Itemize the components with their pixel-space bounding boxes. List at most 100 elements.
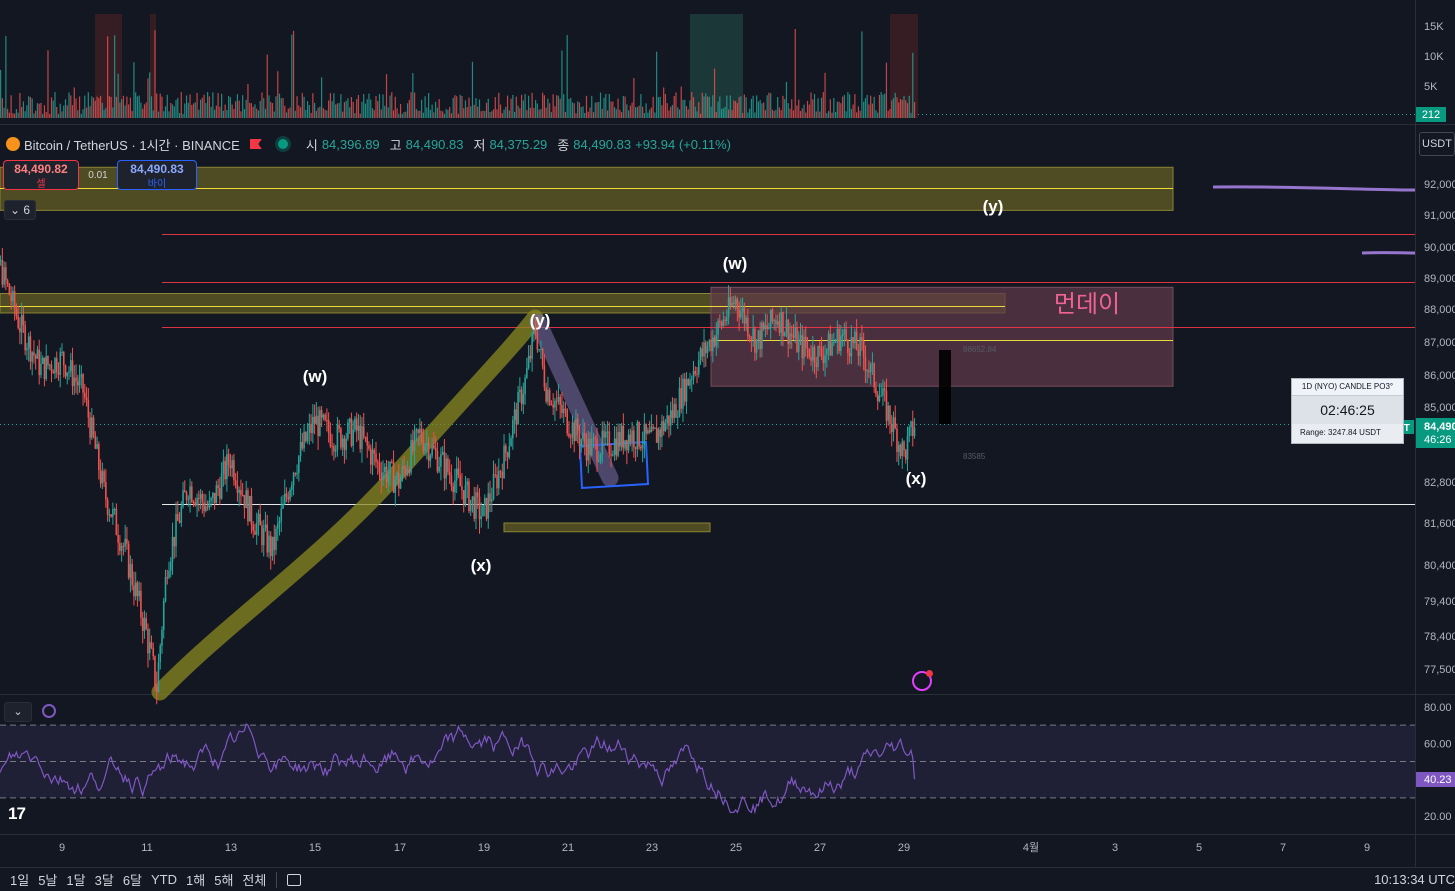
volume-bar bbox=[495, 97, 496, 118]
candle-body bbox=[430, 456, 432, 461]
volume-bar bbox=[240, 111, 241, 118]
volume-bar bbox=[232, 105, 233, 118]
range-low-label: 83585 bbox=[963, 452, 986, 461]
candle-body bbox=[296, 473, 298, 474]
volume-bar bbox=[126, 97, 127, 118]
volume-bar bbox=[460, 95, 461, 118]
volume-bar bbox=[279, 94, 280, 118]
market-status-icon[interactable] bbox=[278, 139, 288, 149]
volume-bar bbox=[235, 101, 236, 118]
candle-body bbox=[287, 497, 289, 500]
candle-body bbox=[372, 450, 374, 465]
volume-bar bbox=[798, 100, 799, 118]
candle-body bbox=[870, 364, 872, 372]
symbol-title[interactable]: Bitcoin / TetherUS · 1시간 · BINANCE bbox=[24, 135, 240, 154]
volume-bar bbox=[349, 107, 350, 118]
volume-bar bbox=[733, 100, 734, 118]
volume-bar bbox=[228, 96, 229, 118]
volume-bar bbox=[244, 109, 245, 118]
volume-bar bbox=[365, 104, 366, 118]
currency-button[interactable]: USDT bbox=[1419, 132, 1455, 156]
volume-bar bbox=[805, 113, 806, 118]
candle-body bbox=[314, 417, 316, 424]
volume-bar bbox=[623, 96, 624, 118]
time-tick-label: 25 bbox=[730, 842, 742, 854]
sell-button[interactable]: 84,490.82 셀 bbox=[3, 160, 79, 190]
volume-bar bbox=[828, 111, 829, 118]
candle-body bbox=[438, 467, 440, 472]
price-tick-label: 89,000 bbox=[1424, 273, 1455, 285]
candle-body bbox=[491, 499, 493, 501]
candle-body bbox=[865, 357, 867, 371]
timeframe-1m[interactable]: 1달 bbox=[66, 870, 85, 889]
timeframe-1d[interactable]: 1일 bbox=[10, 870, 29, 889]
candle-body bbox=[242, 495, 244, 496]
candle-body bbox=[272, 537, 274, 556]
close-label: 종 bbox=[557, 135, 569, 154]
price-tick-label: 90,000 bbox=[1424, 242, 1455, 254]
candle-body bbox=[503, 446, 505, 478]
volume-bar bbox=[705, 93, 706, 118]
timeframe-3m[interactable]: 3달 bbox=[95, 870, 114, 889]
tradingview-logo[interactable]: 17 bbox=[8, 804, 25, 824]
volume-bar bbox=[668, 110, 669, 118]
spread-value: 0.01 bbox=[83, 170, 113, 181]
candle-body bbox=[259, 514, 261, 526]
volume-bar bbox=[847, 92, 848, 118]
volume-bar bbox=[575, 113, 576, 118]
alert-icon[interactable] bbox=[912, 671, 932, 691]
clock-display[interactable]: 10:13:34 UTC bbox=[1374, 872, 1455, 887]
candle-body bbox=[533, 330, 535, 335]
volume-tick-label: 5K bbox=[1424, 81, 1438, 93]
candle-body bbox=[195, 502, 197, 505]
candle-body bbox=[766, 325, 768, 329]
timeframe-1y[interactable]: 1해 bbox=[186, 870, 205, 889]
volume-bar bbox=[98, 98, 99, 118]
volume-bar bbox=[40, 103, 41, 118]
volume-bar bbox=[284, 106, 285, 118]
timeframe-ytd[interactable]: YTD bbox=[151, 872, 177, 887]
candle-body bbox=[198, 498, 200, 499]
candle-body bbox=[621, 426, 623, 447]
candle-body bbox=[295, 473, 297, 474]
volume-bar bbox=[895, 93, 896, 118]
volume-bar bbox=[517, 106, 518, 118]
candle-body bbox=[875, 387, 877, 394]
candle-body bbox=[675, 404, 677, 418]
indicators-collapse-button[interactable]: ⌄ 6 bbox=[4, 200, 36, 220]
candle-body bbox=[610, 454, 612, 456]
volume-bar bbox=[846, 111, 847, 118]
volume-bar bbox=[870, 96, 871, 118]
candle-body bbox=[772, 310, 774, 321]
volume-bar bbox=[774, 111, 775, 118]
candle-body bbox=[798, 339, 800, 352]
candle-body bbox=[326, 420, 328, 421]
candle-body bbox=[403, 466, 405, 469]
volume-bar bbox=[400, 104, 401, 118]
rsi-settings-icon[interactable] bbox=[42, 704, 56, 718]
candle-body bbox=[677, 416, 679, 417]
candle-body bbox=[900, 445, 902, 456]
volume-bar bbox=[498, 93, 499, 118]
calendar-icon[interactable] bbox=[287, 874, 301, 886]
rsi-collapse-button[interactable]: ⌄ bbox=[4, 702, 32, 722]
candle-body bbox=[851, 337, 853, 356]
timeframe-6m[interactable]: 6달 bbox=[123, 870, 142, 889]
buy-button[interactable]: 84,490.83 바이 bbox=[117, 160, 197, 190]
flag-icon[interactable] bbox=[250, 139, 262, 149]
volume-bar bbox=[163, 111, 164, 118]
volume-bar bbox=[679, 109, 680, 118]
candle-body bbox=[466, 481, 468, 485]
volume-bar bbox=[300, 107, 301, 118]
volume-bar bbox=[481, 111, 482, 118]
timeframe-all[interactable]: 전체 bbox=[242, 870, 266, 889]
timeframe-5d[interactable]: 5날 bbox=[38, 870, 57, 889]
volume-bar bbox=[698, 102, 699, 118]
timeframe-5y[interactable]: 5해 bbox=[214, 870, 233, 889]
candle-body bbox=[477, 492, 479, 496]
volume-bar bbox=[307, 101, 308, 118]
candle-body bbox=[433, 445, 435, 448]
candle-body bbox=[682, 379, 684, 409]
